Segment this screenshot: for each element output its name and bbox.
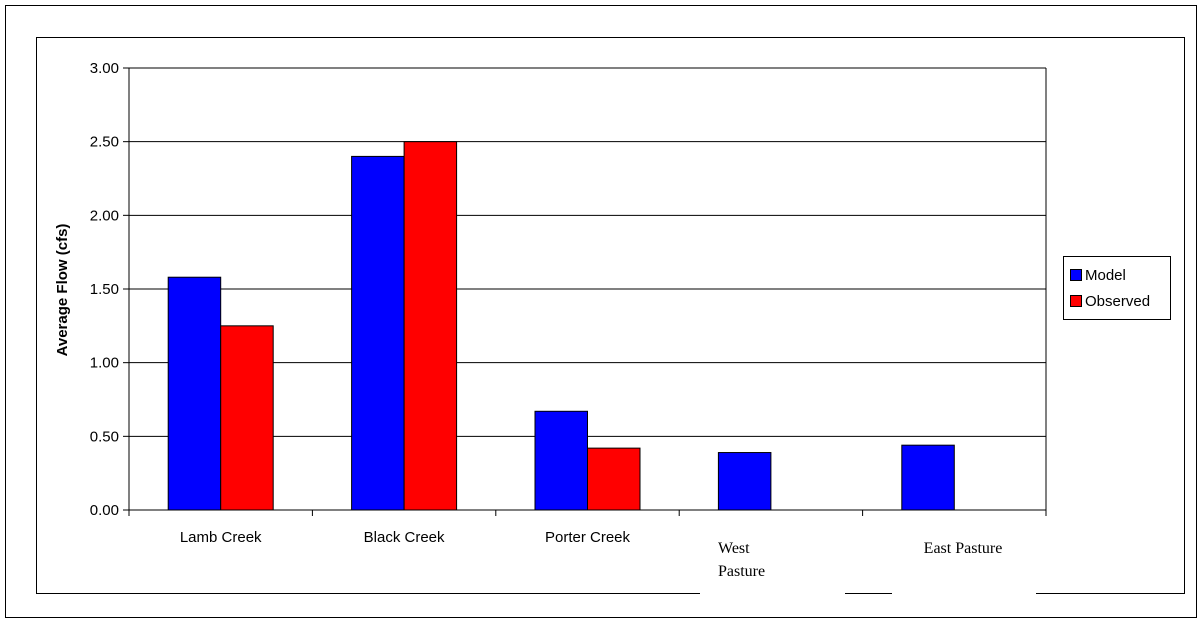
bar-model-porter-creek: [534, 410, 588, 511]
gridlines: [129, 67, 1046, 437]
x-category-label: Black Creek: [364, 529, 445, 546]
bar-model-west-pasture: [717, 452, 772, 511]
legend: Model Observed: [1063, 256, 1171, 320]
x-category-label: Porter Creek: [545, 529, 631, 546]
frame-gap: [892, 590, 1036, 598]
legend-item-model: Model: [1070, 265, 1126, 285]
bar-observed-porter-creek: [587, 447, 641, 511]
y-tick-label: 1.00: [90, 355, 119, 372]
frame-gap: [700, 590, 845, 598]
y-tick-label: 0.00: [90, 502, 119, 519]
labels: 0.00 0.50 1.00 1.50 2.00 2.50 3.00 Lamb Creek Bl…: [90, 60, 1036, 598]
bar-observed-lamb-creek: [220, 325, 274, 511]
bar-model-lamb-creek: [167, 276, 222, 511]
y-tick-label: 2.00: [90, 207, 119, 224]
y-tick-label: 3.00: [90, 60, 119, 77]
bar-observed-black-creek: [403, 141, 458, 511]
y-axis-title: Average Flow (cfs): [54, 224, 71, 357]
legend-label-model: Model: [1085, 266, 1126, 284]
y-tick-label: 0.50: [90, 428, 119, 445]
axes: [123, 67, 1047, 516]
legend-label-observed: Observed: [1085, 292, 1151, 310]
bar-model-black-creek: [351, 155, 405, 511]
bar-model-east-pasture: [901, 444, 955, 511]
x-category-label: East Pasture: [924, 540, 1003, 557]
y-tick-label: 2.50: [90, 134, 119, 151]
bars: [167, 141, 955, 511]
x-category-label: Lamb Creek: [180, 529, 262, 546]
legend-swatch-model: [1070, 269, 1082, 281]
x-category-label: West Pasture: [718, 540, 765, 580]
legend-item-observed: Observed: [1070, 291, 1150, 311]
legend-swatch-observed: [1070, 295, 1082, 307]
y-tick-label: 1.50: [90, 281, 119, 298]
